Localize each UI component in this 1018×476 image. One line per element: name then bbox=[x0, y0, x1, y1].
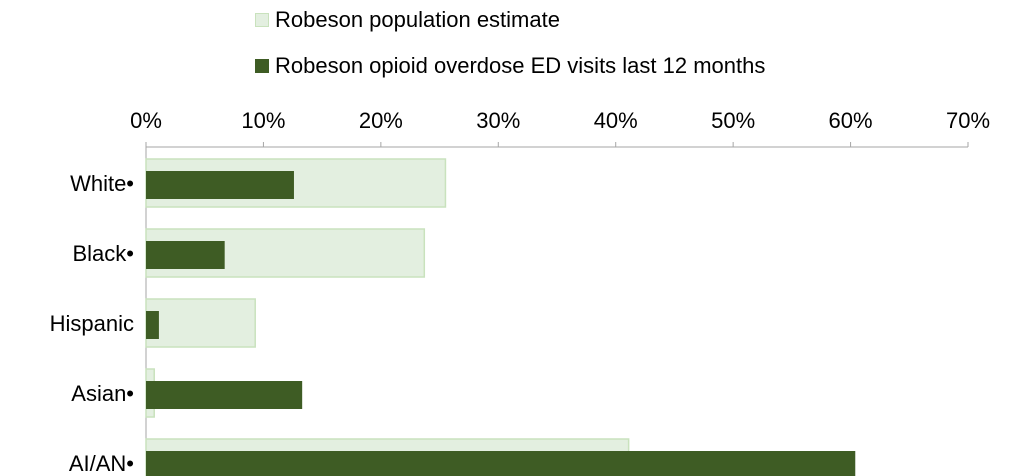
bar-ed-visits-3 bbox=[146, 381, 303, 409]
legend: Robeson population estimate Robeson opio… bbox=[255, 4, 765, 96]
x-tick-label: 50% bbox=[711, 108, 755, 133]
bar-ed-visits-2 bbox=[146, 311, 159, 339]
category-label: Black• bbox=[73, 241, 135, 266]
x-tick-label: 0% bbox=[130, 108, 162, 133]
legend-item-ed-visits: Robeson opioid overdose ED visits last 1… bbox=[255, 50, 765, 82]
legend-swatch-ed-visits bbox=[255, 59, 269, 73]
x-tick-label: 30% bbox=[476, 108, 520, 133]
bar-ed-visits-0 bbox=[146, 171, 294, 199]
category-label: AI/AN• bbox=[69, 451, 134, 476]
bar-ed-visits-4 bbox=[146, 451, 856, 476]
x-tick-label: 20% bbox=[359, 108, 403, 133]
category-label: Asian• bbox=[71, 381, 134, 406]
category-label: Hispanic bbox=[50, 311, 134, 336]
x-tick-label: 10% bbox=[241, 108, 285, 133]
legend-swatch-population bbox=[255, 13, 269, 27]
bar-ed-visits-1 bbox=[146, 241, 225, 269]
legend-label-ed-visits: Robeson opioid overdose ED visits last 1… bbox=[275, 53, 766, 78]
bar-population-2 bbox=[145, 298, 256, 348]
x-tick-label: 40% bbox=[594, 108, 638, 133]
legend-item-population: Robeson population estimate bbox=[255, 4, 765, 36]
x-tick-label: 60% bbox=[829, 108, 873, 133]
legend-label-population: Robeson population estimate bbox=[275, 7, 560, 32]
x-tick-label: 70% bbox=[946, 108, 990, 133]
category-label: White• bbox=[70, 171, 134, 196]
